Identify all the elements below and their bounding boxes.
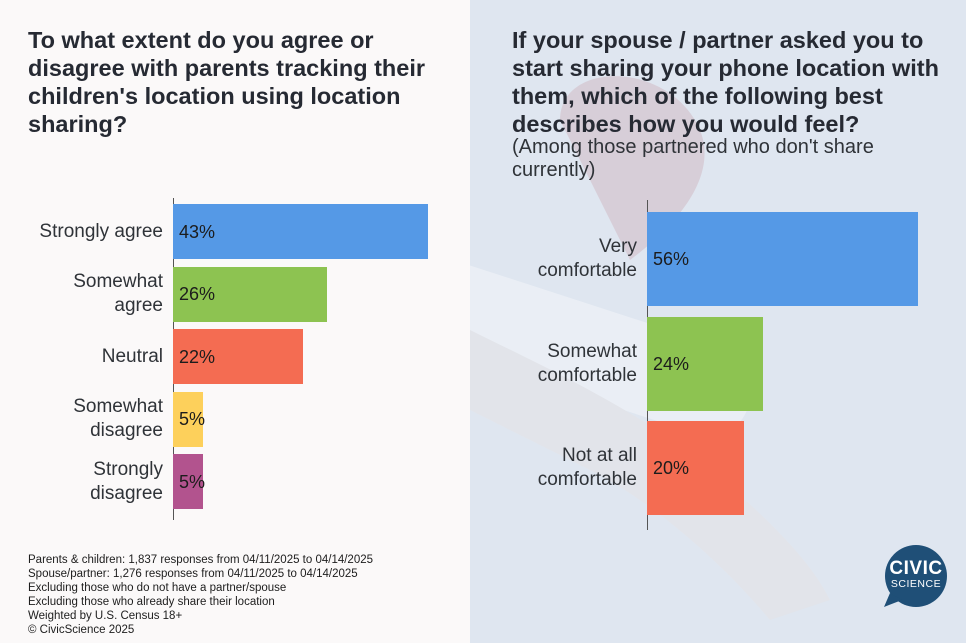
bar-value-label: 22%: [179, 346, 216, 367]
category-label: Strongly agree: [39, 220, 163, 242]
bar: [173, 204, 428, 259]
logo-bubble-icon: [884, 545, 947, 607]
category-label: Strongly disagree: [90, 458, 163, 504]
category-label: Very comfortable: [537, 236, 637, 281]
bar: [647, 421, 744, 515]
bar-value-label: 56%: [653, 249, 690, 269]
civicscience-logo: CIVIC SCIENCE: [884, 545, 948, 609]
bar-value-label: 5%: [179, 409, 206, 429]
bar: [173, 266, 328, 322]
bar-value-label: 43%: [179, 221, 216, 242]
bar: [173, 454, 203, 509]
footnote: Excluding those who already share their …: [28, 596, 275, 608]
category-label: Somewhat disagree: [73, 396, 163, 441]
bar-value-label: 26%: [179, 284, 216, 304]
footnote: Spouse/partner: 1,276 responses from 04/…: [28, 568, 358, 580]
category-label: Not at all comfortable: [537, 445, 637, 490]
footnotes: Parents & children: 1,837 responses from…: [28, 553, 373, 637]
footnote: Parents & children: 1,837 responses from…: [28, 554, 374, 566]
bar: [647, 212, 918, 306]
bar: [173, 329, 304, 384]
right-chart-subtitle: (Among those partnered who don't share c…: [512, 136, 874, 181]
footnote: © CivicScience 2025: [28, 624, 135, 636]
bar: [647, 316, 764, 411]
bar: [173, 391, 203, 447]
category-label: Somewhat agree: [73, 271, 163, 316]
left-chart-title: To what extent do you agree or disagree …: [28, 27, 425, 137]
bar-value-label: 5%: [179, 471, 206, 492]
left-panel: [0, 0, 470, 643]
footnote: Excluding those who do not have a partne…: [28, 582, 287, 594]
bar-value-label: 24%: [653, 353, 690, 374]
category-label: Neutral: [101, 345, 163, 367]
footnote: Weighted by U.S. Census 18+: [28, 610, 183, 622]
right-chart-title: If your spouse / partner asked you to st…: [512, 27, 939, 137]
bar-value-label: 20%: [653, 458, 690, 478]
category-label: Somewhat comfortable: [537, 340, 637, 386]
logo-line1: CIVIC: [889, 558, 943, 579]
logo-line2: SCIENCE: [890, 578, 942, 590]
